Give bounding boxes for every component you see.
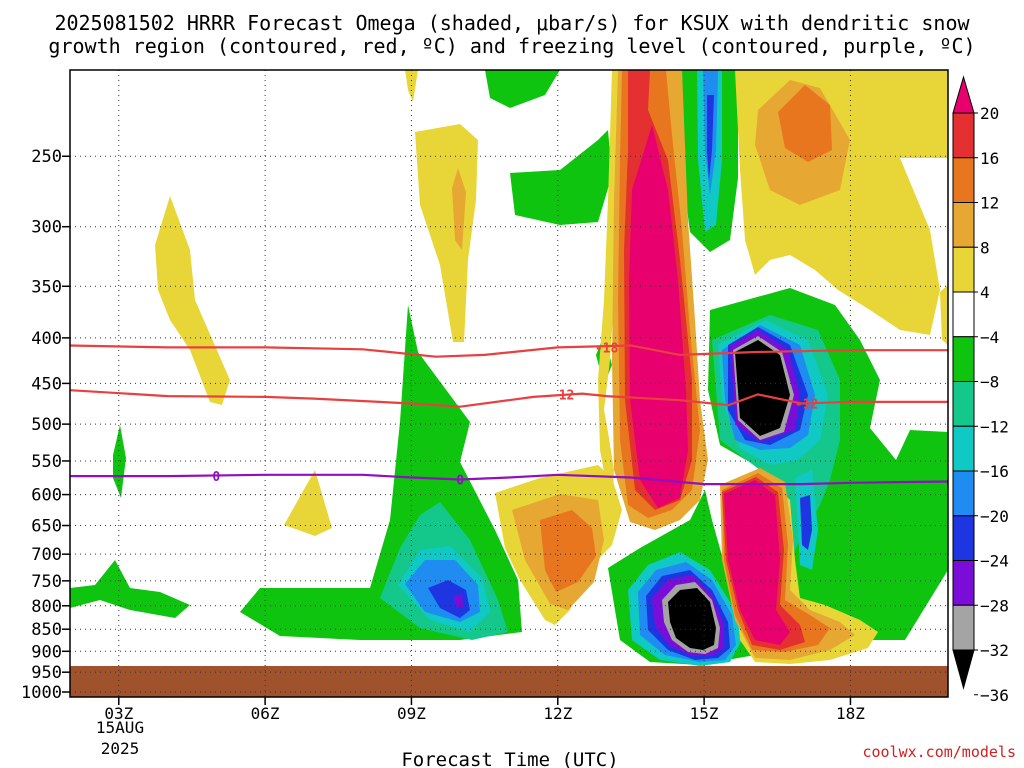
ground-surface bbox=[70, 666, 948, 697]
x-date-day: 15AUG bbox=[96, 718, 144, 737]
y-tick-label: 450 bbox=[31, 374, 62, 394]
y-tick-label: 500 bbox=[31, 415, 62, 435]
colorbar-swatch bbox=[952, 202, 975, 248]
colorbar-label: −24 bbox=[980, 552, 1009, 571]
x-date-year: 2025 bbox=[101, 739, 140, 758]
x-axis-label: Forecast Time (UTC) bbox=[401, 749, 618, 768]
y-tick-label: 800 bbox=[31, 597, 62, 617]
y-tick-label: 650 bbox=[31, 517, 62, 537]
x-tick-label: 09Z bbox=[397, 704, 426, 723]
omega-region bbox=[284, 470, 332, 536]
omega-region bbox=[934, 70, 948, 120]
y-tick-label: 900 bbox=[31, 642, 62, 662]
colorbar-swatch bbox=[952, 604, 975, 651]
colorbar-label: −32 bbox=[980, 641, 1009, 660]
colorbar-label: 4 bbox=[980, 283, 990, 302]
y-tick-label: 250 bbox=[31, 147, 62, 167]
omega-region bbox=[70, 560, 190, 618]
omega-shading bbox=[70, 70, 948, 697]
x-tick-label: 12Z bbox=[543, 704, 572, 723]
colorbar: 20 16 12 8 4 −4 −8 −12 −16 −20 −24 −28 −32 −36 bbox=[952, 75, 1009, 705]
contour-line bbox=[69, 389, 948, 408]
y-tick-label: 350 bbox=[31, 277, 62, 297]
colorbar-swatch bbox=[952, 291, 975, 338]
y-tick-label: 950 bbox=[31, 663, 62, 683]
chart-title-line-1: 2025081502 HRRR Forecast Omega (shaded, … bbox=[54, 11, 970, 35]
credit-text: coolwx.com/models bbox=[862, 743, 1016, 761]
omega-region bbox=[454, 594, 463, 608]
colorbar-label: −8 bbox=[980, 373, 999, 392]
omega-region bbox=[800, 495, 812, 550]
colorbar-label: −12 bbox=[980, 417, 1009, 436]
colorbar-swatch bbox=[952, 157, 975, 203]
omega-region bbox=[485, 70, 560, 108]
omega-region bbox=[940, 285, 948, 345]
colorbar-swatch bbox=[952, 425, 975, 472]
x-tick-label: 06Z bbox=[251, 704, 280, 723]
colorbar-swatch bbox=[952, 246, 975, 293]
y-tick-label: 300 bbox=[31, 218, 62, 238]
colorbar-swatch bbox=[952, 649, 975, 690]
colorbar-label: −28 bbox=[980, 596, 1009, 615]
omega-region bbox=[540, 510, 596, 592]
colorbar-label: 16 bbox=[980, 149, 999, 168]
x-tick-label: 03Z bbox=[104, 704, 133, 723]
colorbar-swatch bbox=[952, 381, 975, 427]
omega-region bbox=[778, 85, 832, 162]
colorbar-swatch bbox=[952, 112, 975, 159]
colorbar-swatch bbox=[952, 336, 975, 382]
y-tick-label: 600 bbox=[31, 486, 62, 506]
omega-region bbox=[452, 168, 466, 250]
colorbar-label: 20 bbox=[980, 104, 999, 123]
omega-region bbox=[415, 124, 478, 342]
colorbar-swatch bbox=[952, 515, 975, 561]
contour-label: -18 bbox=[595, 341, 619, 356]
omega-region bbox=[724, 480, 790, 645]
colorbar-label: −16 bbox=[980, 462, 1009, 481]
y-tick-label: 550 bbox=[31, 452, 62, 472]
colorbar-label: −20 bbox=[980, 507, 1009, 526]
colorbar-label: −36 bbox=[980, 686, 1009, 705]
colorbar-label: 8 bbox=[980, 238, 990, 257]
y-tick-label: 400 bbox=[31, 329, 62, 349]
temperature-contours: -18 -12 -12 0 0 bbox=[69, 341, 949, 488]
omega-region bbox=[707, 95, 714, 180]
contour-label: 0 bbox=[212, 470, 220, 485]
omega-region bbox=[735, 340, 790, 436]
colorbar-label: 12 bbox=[980, 194, 999, 213]
contour-line bbox=[70, 473, 949, 486]
y-tick-label: 1000 bbox=[21, 683, 62, 703]
omega-region bbox=[668, 588, 716, 650]
chart-title-line-2: growth region (contoured, red, ºC) and f… bbox=[48, 34, 975, 58]
omega-region bbox=[629, 125, 688, 508]
colorbar-swatch bbox=[952, 75, 975, 114]
colorbar-label: −4 bbox=[980, 328, 999, 347]
x-tick-label: 18Z bbox=[836, 704, 865, 723]
x-tick-label: 15Z bbox=[690, 704, 719, 723]
contour-label: 0 bbox=[456, 473, 464, 488]
x-axis: 03Z 06Z 09Z 12Z 15Z 18Z bbox=[104, 697, 865, 723]
omega-region bbox=[510, 130, 612, 225]
omega-region bbox=[155, 196, 230, 405]
contour-label: -12 bbox=[795, 397, 818, 412]
omega-region bbox=[113, 425, 126, 498]
y-tick-label: 750 bbox=[31, 572, 62, 592]
colorbar-swatch bbox=[952, 560, 975, 606]
omega-region bbox=[428, 580, 470, 618]
contour-line bbox=[69, 344, 948, 358]
y-tick-label: 700 bbox=[31, 545, 62, 565]
y-tick-label: 850 bbox=[31, 620, 62, 640]
colorbar-swatch bbox=[952, 470, 975, 517]
y-axis: 2503003504004505005506006507007508008509… bbox=[21, 147, 70, 703]
contour-label: -12 bbox=[551, 388, 574, 403]
